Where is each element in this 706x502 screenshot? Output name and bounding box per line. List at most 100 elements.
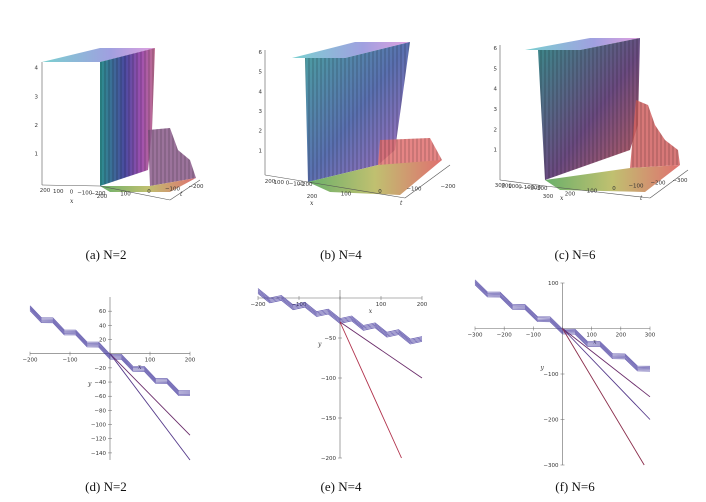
ytick-label: 100 [548, 281, 559, 287]
series-main [29, 307, 191, 394]
tlabel-b: t [400, 200, 403, 207]
xtick-a: 200 [40, 188, 51, 194]
ztick-b: 5 [259, 70, 263, 76]
ytick-label: −200 [321, 456, 337, 462]
series-main [29, 310, 191, 396]
xlabel-b: x [310, 200, 314, 207]
ttick-c: −100 [628, 183, 644, 189]
caption-c: (c) N=6 [554, 247, 596, 262]
series-main [474, 282, 651, 370]
tlabel-a: t [180, 191, 183, 198]
xtick-label: 100 [145, 358, 156, 364]
ttick-c: 300 [543, 194, 554, 200]
xtick-label: 100 [586, 333, 597, 339]
xtick-c: −300 [532, 186, 548, 192]
ztick-c: 1 [494, 148, 498, 154]
ztick-c: 3 [494, 107, 498, 113]
xtick-label: −200 [497, 333, 513, 339]
ttick-a: 100 [120, 192, 131, 198]
series-branch2 [339, 321, 402, 459]
xtick-label: −200 [22, 358, 38, 364]
series-main [474, 280, 651, 368]
series-main [474, 283, 651, 371]
xtick-label: 300 [645, 333, 656, 339]
ztick-b: 2 [259, 129, 263, 135]
ztick-a: 4 [35, 66, 39, 72]
series-branch3 [562, 328, 645, 466]
xtick-c: −200 [526, 186, 542, 192]
ttick-c: 0 [612, 186, 616, 192]
series-branch1 [109, 353, 191, 436]
xlabel-c: x [560, 195, 564, 202]
ytick-label: −200 [543, 418, 559, 424]
series-main [474, 284, 651, 372]
ylabel: y [317, 341, 322, 348]
series-main [29, 306, 191, 393]
xtick-c: 300 [495, 183, 506, 189]
xtick-a: 100 [53, 189, 64, 195]
ytick-label: −150 [321, 416, 337, 422]
series-main [257, 293, 423, 345]
ztick-a: 3 [35, 94, 39, 100]
xtick-b: −100 [289, 181, 305, 187]
series-branch2 [562, 328, 651, 420]
ylabel: y [540, 364, 545, 371]
ztick-c: 5 [494, 66, 498, 72]
panel-a-surface [41, 48, 201, 201]
ytick-label: −140 [91, 451, 107, 457]
xtick-c: 100 [508, 184, 519, 190]
ttick-a: −200 [188, 184, 204, 190]
caption-e: (e) N=4 [320, 479, 362, 494]
caption-d: (d) N=2 [85, 479, 127, 494]
ztick-b: 6 [259, 50, 263, 56]
surface-a-floor [100, 178, 196, 192]
ttick-b: 100 [341, 192, 352, 198]
ztick-b: 1 [259, 148, 263, 154]
ytick-label: 40 [99, 323, 106, 329]
xlabel: x [593, 339, 597, 346]
ttick-b: −100 [406, 187, 422, 193]
ztick-b: 4 [259, 89, 263, 95]
surface-b-top [292, 42, 410, 58]
series-main [29, 309, 191, 395]
panel-b-surface [264, 42, 451, 199]
series-main [257, 290, 423, 343]
xtick-b: −200 [297, 182, 313, 188]
ttick-b: 200 [307, 194, 318, 200]
xtick-label: −200 [250, 302, 266, 308]
ytick-label: −100 [91, 423, 107, 429]
ytick-label: −100 [321, 376, 337, 382]
surface-c-top [525, 38, 640, 50]
series-main [257, 288, 423, 340]
ztick-c: 4 [494, 87, 498, 93]
ttick-a: −100 [165, 187, 181, 193]
ytick-label: −60 [94, 394, 106, 400]
surface-b-floor [308, 160, 442, 195]
surface-a-top [42, 48, 155, 62]
ytick-label: −300 [543, 463, 559, 469]
ytick-label: −120 [91, 437, 107, 443]
xtick-a: −100 [77, 190, 93, 196]
ttick-a: 200 [97, 194, 108, 200]
series-branch1 [562, 328, 651, 398]
ttick-c: −200 [650, 181, 666, 187]
xlabel-a: x [70, 198, 74, 205]
xtick-label: −300 [467, 333, 483, 339]
surface-c-floor [545, 165, 680, 192]
xlabel: x [369, 308, 373, 315]
ytick-label: −40 [94, 380, 106, 386]
ttick-b: 0 [378, 189, 382, 195]
ylabel: y [87, 381, 92, 388]
panel-f-plot: −300 −200 −100 100 200 300 100 −100 −200 −300 x y [467, 279, 656, 469]
xtick-b: 0 [286, 181, 290, 187]
ytick-label: −50 [324, 336, 336, 342]
xtick-label: 200 [185, 358, 196, 364]
series-branch2 [109, 353, 191, 461]
ttick-b: −200 [440, 184, 456, 190]
xlabel: x [138, 364, 142, 371]
xtick-b: 200 [265, 179, 276, 185]
xtick-label: 100 [376, 302, 387, 308]
xtick-a: 0 [70, 190, 74, 196]
